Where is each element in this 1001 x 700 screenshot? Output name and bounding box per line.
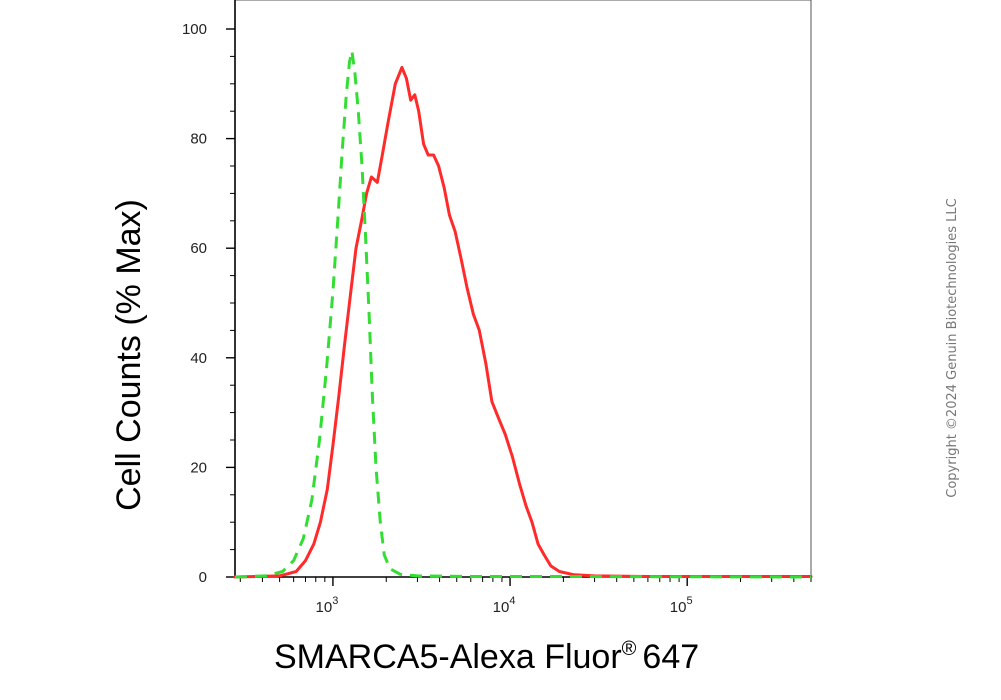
x-tick-base: 10 <box>316 599 333 616</box>
x-tick-label: 103 <box>316 595 339 616</box>
y-tick-label: 0 <box>199 569 207 586</box>
y-axis-title: Cell Counts (% Max) <box>110 199 148 511</box>
x-axis-title-main: SMARCA5-Alexa Fluor <box>274 638 622 676</box>
x-axis-title-superscript: ® <box>622 638 637 660</box>
x-tick-label: 105 <box>670 595 693 616</box>
x-tick-label: 104 <box>493 595 516 616</box>
x-tick-base: 10 <box>670 599 687 616</box>
x-tick-base: 10 <box>493 599 510 616</box>
series-layer <box>233 49 813 579</box>
x-axis-title-suffix: 647 <box>642 638 699 676</box>
solid-histogram-line <box>233 65 813 579</box>
x-tick-exponent: 4 <box>509 595 515 607</box>
x-axis-ticks: 103 104 105 <box>239 577 812 616</box>
y-tick-label: 100 <box>182 21 207 38</box>
y-tick-label: 40 <box>190 350 207 367</box>
x-tick-exponent: 3 <box>332 595 338 607</box>
x-axis-title: SMARCA5-Alexa Fluor® 647 <box>274 638 699 676</box>
y-tick-label: 20 <box>190 459 207 476</box>
y-tick-label: 80 <box>190 131 207 148</box>
x-tick-exponent: 5 <box>686 595 692 607</box>
copyright-watermark: Copyright ©2024 Genuin Biotechnologies L… <box>945 198 960 497</box>
y-axis-ticks: 0 20 40 60 80 100 <box>182 21 235 586</box>
dashed-histogram-line <box>234 49 812 579</box>
y-tick-label: 60 <box>190 240 207 257</box>
